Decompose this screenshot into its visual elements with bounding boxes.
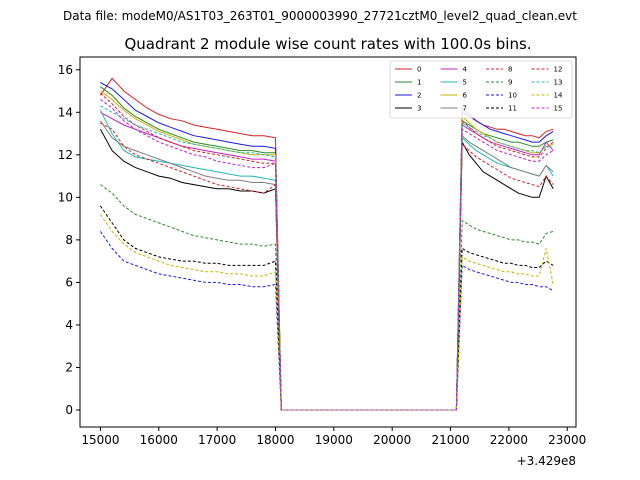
x-tick-label: 17000 xyxy=(198,433,236,447)
series-line-0 xyxy=(99,77,554,411)
series-line-7 xyxy=(99,120,554,411)
y-tick-label: 2 xyxy=(65,360,73,374)
series-line-11 xyxy=(99,205,554,411)
y-tick-label: 16 xyxy=(58,63,73,77)
legend-label: 3 xyxy=(417,105,421,113)
axes: 15000 16000 17000 18000 19000 20000 21000 22000… xyxy=(58,56,586,468)
legend-label: 11 xyxy=(508,105,517,113)
y-tick-label: 14 xyxy=(58,105,73,119)
plot-frame xyxy=(79,56,577,428)
y-tick-label: 10 xyxy=(58,190,73,204)
x-tick-label: 15000 xyxy=(81,433,119,447)
series-line-13 xyxy=(100,105,554,411)
plot-lines xyxy=(99,77,554,411)
legend-label: 15 xyxy=(554,105,563,113)
y-tick-label: 4 xyxy=(65,318,73,332)
legend-label: 8 xyxy=(508,66,512,74)
y-tick-label: 0 xyxy=(65,403,73,417)
y-tick-label: 6 xyxy=(65,275,73,289)
x-tick-label: 23000 xyxy=(548,433,586,447)
series-line-8 xyxy=(100,122,554,411)
legend-label: 4 xyxy=(463,66,468,74)
chart-title: Quadrant 2 module wise count rates with … xyxy=(124,35,531,53)
legend-label: 9 xyxy=(508,79,512,87)
legend-label: 2 xyxy=(417,92,421,100)
legend-label: 5 xyxy=(463,79,467,87)
legend-label: 7 xyxy=(463,105,467,113)
series-line-2 xyxy=(100,82,554,411)
legend-label: 1 xyxy=(417,79,421,87)
legend-label: 10 xyxy=(508,92,517,100)
series-line-3 xyxy=(99,129,554,411)
figure-suptitle: Data file: modeM0/AS1T03_263T01_90000039… xyxy=(63,9,577,23)
y-tick-label: 8 xyxy=(65,233,73,247)
x-tick-label: 21000 xyxy=(431,433,469,447)
x-tick-label: 22000 xyxy=(490,433,528,447)
legend-label: 6 xyxy=(463,92,468,100)
series-line-5 xyxy=(99,109,554,411)
x-tick-label: 18000 xyxy=(256,433,294,447)
legend-box xyxy=(389,60,573,119)
series-line-4 xyxy=(100,111,554,411)
legend-label: 13 xyxy=(554,79,563,87)
x-tick-label: 16000 xyxy=(140,433,178,447)
y-tick-label: 12 xyxy=(58,148,73,162)
series-line-15 xyxy=(100,99,554,411)
x-offset-label: +3.429e8 xyxy=(517,454,576,468)
x-tick-label: 20000 xyxy=(373,433,411,447)
series-line-12 xyxy=(100,92,554,411)
legend-label: 0 xyxy=(417,66,421,74)
series-line-9 xyxy=(100,184,554,411)
legend-label: 14 xyxy=(554,92,563,100)
legend-label: 12 xyxy=(554,66,563,74)
x-tick-label: 19000 xyxy=(315,433,353,447)
series-line-14 xyxy=(99,214,554,411)
